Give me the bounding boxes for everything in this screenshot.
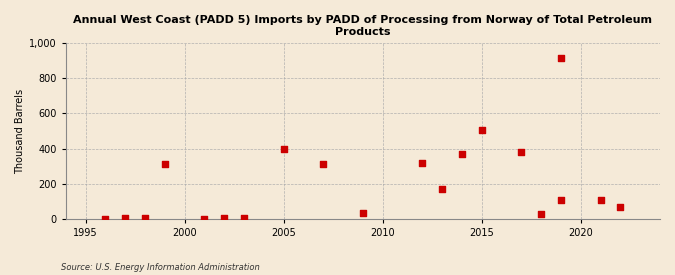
- Point: [318, 162, 329, 167]
- Point: [278, 147, 289, 152]
- Point: [219, 216, 230, 220]
- Point: [120, 216, 131, 220]
- Point: [556, 197, 566, 202]
- Point: [358, 211, 369, 215]
- Point: [417, 160, 428, 165]
- Point: [456, 152, 467, 156]
- Point: [437, 187, 448, 191]
- Point: [556, 56, 566, 60]
- Title: Annual West Coast (PADD 5) Imports by PADD of Processing from Norway of Total Pe: Annual West Coast (PADD 5) Imports by PA…: [74, 15, 653, 37]
- Point: [239, 216, 250, 220]
- Point: [536, 211, 547, 216]
- Point: [477, 128, 487, 132]
- Point: [140, 216, 151, 220]
- Point: [199, 216, 210, 221]
- Point: [595, 197, 606, 202]
- Point: [159, 162, 170, 167]
- Point: [516, 150, 526, 154]
- Y-axis label: Thousand Barrels: Thousand Barrels: [15, 88, 25, 174]
- Point: [100, 216, 111, 221]
- Text: Source: U.S. Energy Information Administration: Source: U.S. Energy Information Administ…: [61, 263, 259, 272]
- Point: [615, 204, 626, 209]
